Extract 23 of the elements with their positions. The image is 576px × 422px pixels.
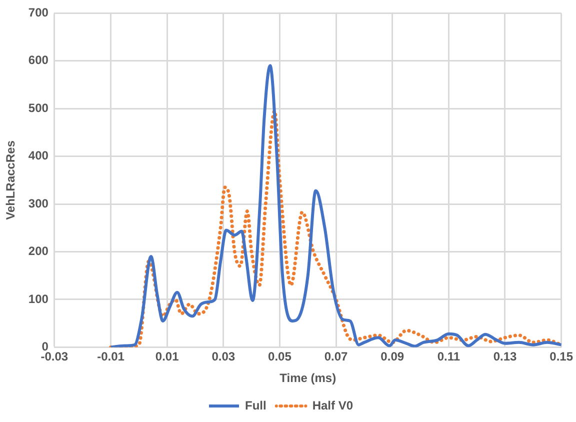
legend-label: Full (244, 398, 266, 412)
x-tick-label: -0.03 (40, 350, 68, 364)
x-tick-label: 0.07 (324, 350, 348, 364)
line-series (108, 109, 562, 348)
x-axis-title: Time (ms) (280, 371, 336, 386)
x-tick-label: 0.13 (493, 350, 517, 364)
x-tick-label: 0.11 (437, 350, 460, 364)
y-tick-label: 200 (28, 244, 49, 258)
x-tick-label: 0.01 (155, 350, 180, 364)
x-tick-label: -0.01 (97, 350, 125, 364)
legend-label: Half V0 (312, 398, 354, 412)
x-tick-label: 0.03 (212, 350, 236, 364)
y-tick-label: 600 (28, 53, 49, 68)
x-tick-label: 0.05 (268, 350, 292, 364)
x-tick-label: 0.09 (380, 350, 404, 364)
x-tick-label: 0.15 (550, 350, 574, 364)
y-tick-label: 400 (28, 148, 49, 163)
line-series (109, 64, 562, 348)
y-tick-label: 300 (28, 196, 49, 210)
y-tick-label: 700 (28, 6, 49, 20)
y-axis-title: VehLRaccRes (4, 140, 18, 220)
y-tick-label: 500 (28, 100, 49, 115)
y-tick-label: 100 (28, 292, 49, 306)
